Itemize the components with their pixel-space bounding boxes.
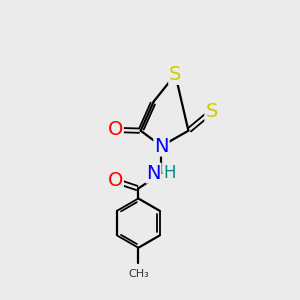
Text: H: H	[164, 164, 176, 182]
Text: N: N	[154, 136, 169, 156]
Text: S: S	[205, 102, 218, 121]
Text: O: O	[108, 120, 123, 140]
Text: N: N	[146, 164, 161, 183]
Text: O: O	[108, 171, 123, 190]
Text: CH₃: CH₃	[128, 269, 149, 279]
Text: S: S	[169, 65, 182, 84]
